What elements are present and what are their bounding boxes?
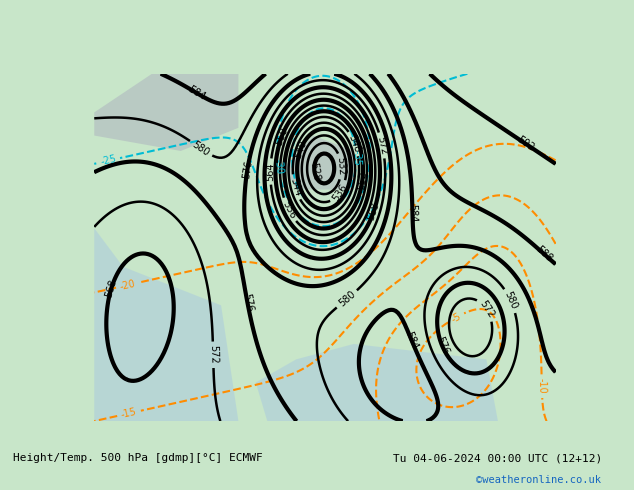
Text: 576: 576	[241, 293, 254, 313]
Text: -5: -5	[450, 311, 463, 324]
Text: 584: 584	[407, 204, 418, 223]
Text: 536: 536	[331, 182, 349, 203]
Text: 572: 572	[208, 345, 218, 364]
Polygon shape	[94, 74, 238, 151]
Text: 584: 584	[186, 84, 207, 102]
Text: 576: 576	[241, 160, 254, 180]
Polygon shape	[256, 344, 498, 421]
Text: 556: 556	[280, 199, 297, 220]
Text: 592: 592	[515, 134, 536, 153]
Text: 576: 576	[434, 335, 450, 356]
Text: 568: 568	[366, 201, 381, 222]
Text: 572: 572	[375, 135, 389, 155]
Text: 588: 588	[534, 244, 554, 264]
Text: -25: -25	[100, 154, 117, 168]
Text: Tu 04-06-2024 00:00 UTC (12+12): Tu 04-06-2024 00:00 UTC (12+12)	[393, 453, 602, 463]
Text: 580: 580	[190, 139, 211, 158]
Text: -20: -20	[119, 278, 137, 292]
Text: 564: 564	[265, 162, 276, 181]
Text: 552: 552	[356, 171, 368, 190]
Text: 584: 584	[404, 330, 420, 351]
Text: 560: 560	[274, 125, 290, 146]
Text: 540: 540	[293, 139, 309, 160]
Text: ©weatheronline.co.uk: ©weatheronline.co.uk	[476, 475, 600, 485]
Text: -30: -30	[272, 158, 284, 175]
Text: 572: 572	[477, 299, 496, 320]
Text: -15: -15	[120, 407, 138, 420]
Text: 528: 528	[308, 162, 321, 182]
Text: 548: 548	[347, 133, 363, 154]
Text: -10: -10	[536, 378, 547, 394]
Polygon shape	[285, 136, 354, 190]
Text: 580: 580	[502, 290, 519, 311]
Text: -35: -35	[351, 149, 361, 166]
Text: Height/Temp. 500 hPa [gdmp][°C] ECMWF: Height/Temp. 500 hPa [gdmp][°C] ECMWF	[13, 453, 262, 463]
Text: 544: 544	[288, 177, 302, 197]
Polygon shape	[94, 228, 238, 421]
Text: 532: 532	[335, 157, 347, 176]
Text: 580: 580	[337, 289, 357, 309]
Text: 568: 568	[104, 278, 119, 299]
